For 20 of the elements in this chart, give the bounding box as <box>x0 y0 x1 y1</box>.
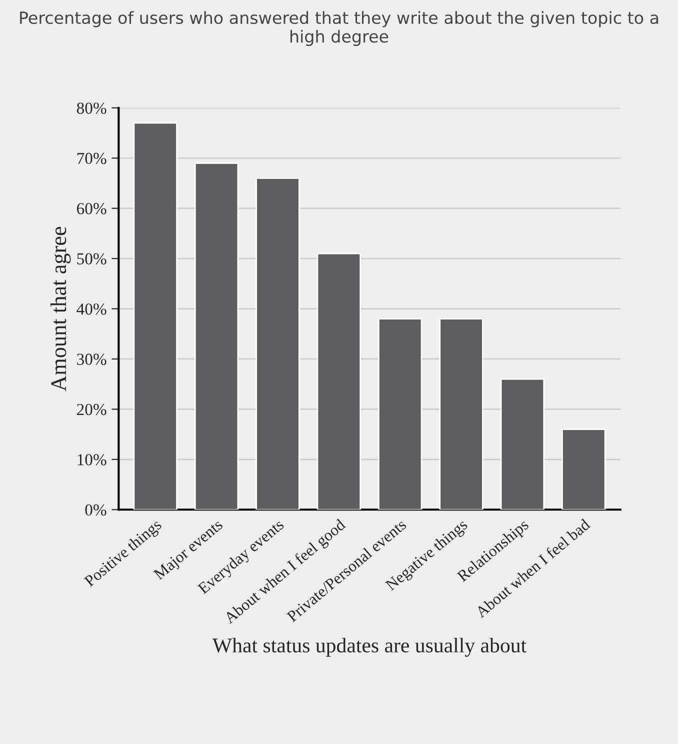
y-tick-label: 80% <box>76 102 106 114</box>
bar <box>378 318 422 510</box>
bar <box>500 378 545 510</box>
y-tick-label: 10% <box>78 454 106 466</box>
bar <box>133 122 178 510</box>
y-tick-label: 60% <box>77 203 106 214</box>
bar <box>562 428 606 510</box>
y-tick-label: 50% <box>77 253 106 265</box>
y-tick-label: 40% <box>76 303 106 315</box>
chart-title: Percentage of users who answered that they write about the given topic to a high degree <box>20 11 658 46</box>
y-axis-title: Amount that agree <box>50 226 71 392</box>
y-tick-label: 70% <box>77 152 106 164</box>
bar <box>316 252 362 510</box>
bar <box>194 162 239 510</box>
bar <box>439 318 484 510</box>
y-tick-label: 0% <box>85 504 106 516</box>
x-axis-title: What status updates are usually about <box>212 638 526 657</box>
y-tick-label: 30% <box>77 354 106 365</box>
bar <box>256 177 300 510</box>
y-tick-label: 20% <box>77 404 106 416</box>
